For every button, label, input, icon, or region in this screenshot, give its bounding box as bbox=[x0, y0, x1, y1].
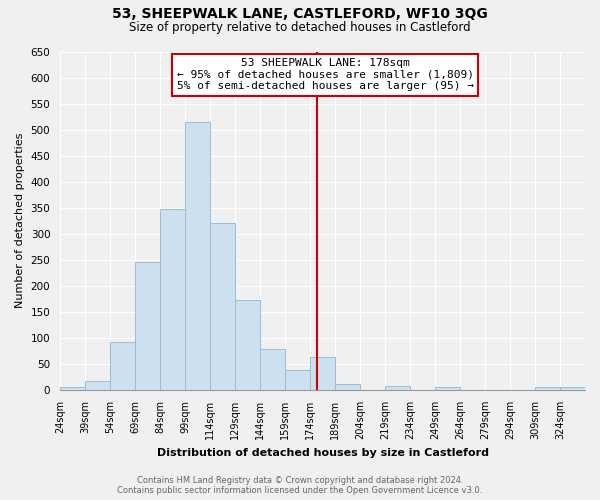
Bar bbox=[260, 350, 285, 390]
Y-axis label: Number of detached properties: Number of detached properties bbox=[15, 133, 25, 308]
Bar bbox=[235, 300, 260, 390]
Bar bbox=[85, 380, 110, 390]
Text: 53 SHEEPWALK LANE: 178sqm
← 95% of detached houses are smaller (1,809)
5% of sem: 53 SHEEPWALK LANE: 178sqm ← 95% of detac… bbox=[176, 58, 473, 92]
Text: Contains HM Land Registry data © Crown copyright and database right 2024.
Contai: Contains HM Land Registry data © Crown c… bbox=[118, 476, 482, 495]
Text: Size of property relative to detached houses in Castleford: Size of property relative to detached ho… bbox=[129, 21, 471, 34]
Bar bbox=[60, 388, 85, 390]
Bar bbox=[535, 388, 560, 390]
Bar bbox=[310, 358, 335, 390]
Bar bbox=[210, 224, 235, 390]
Bar bbox=[385, 386, 410, 390]
Bar bbox=[335, 384, 360, 390]
Bar bbox=[110, 342, 135, 390]
Bar bbox=[285, 370, 310, 390]
Bar bbox=[185, 122, 210, 390]
X-axis label: Distribution of detached houses by size in Castleford: Distribution of detached houses by size … bbox=[157, 448, 488, 458]
Bar bbox=[135, 262, 160, 390]
Bar bbox=[160, 209, 185, 390]
Bar bbox=[435, 388, 460, 390]
Text: 53, SHEEPWALK LANE, CASTLEFORD, WF10 3QG: 53, SHEEPWALK LANE, CASTLEFORD, WF10 3QG bbox=[112, 8, 488, 22]
Bar bbox=[560, 388, 585, 390]
